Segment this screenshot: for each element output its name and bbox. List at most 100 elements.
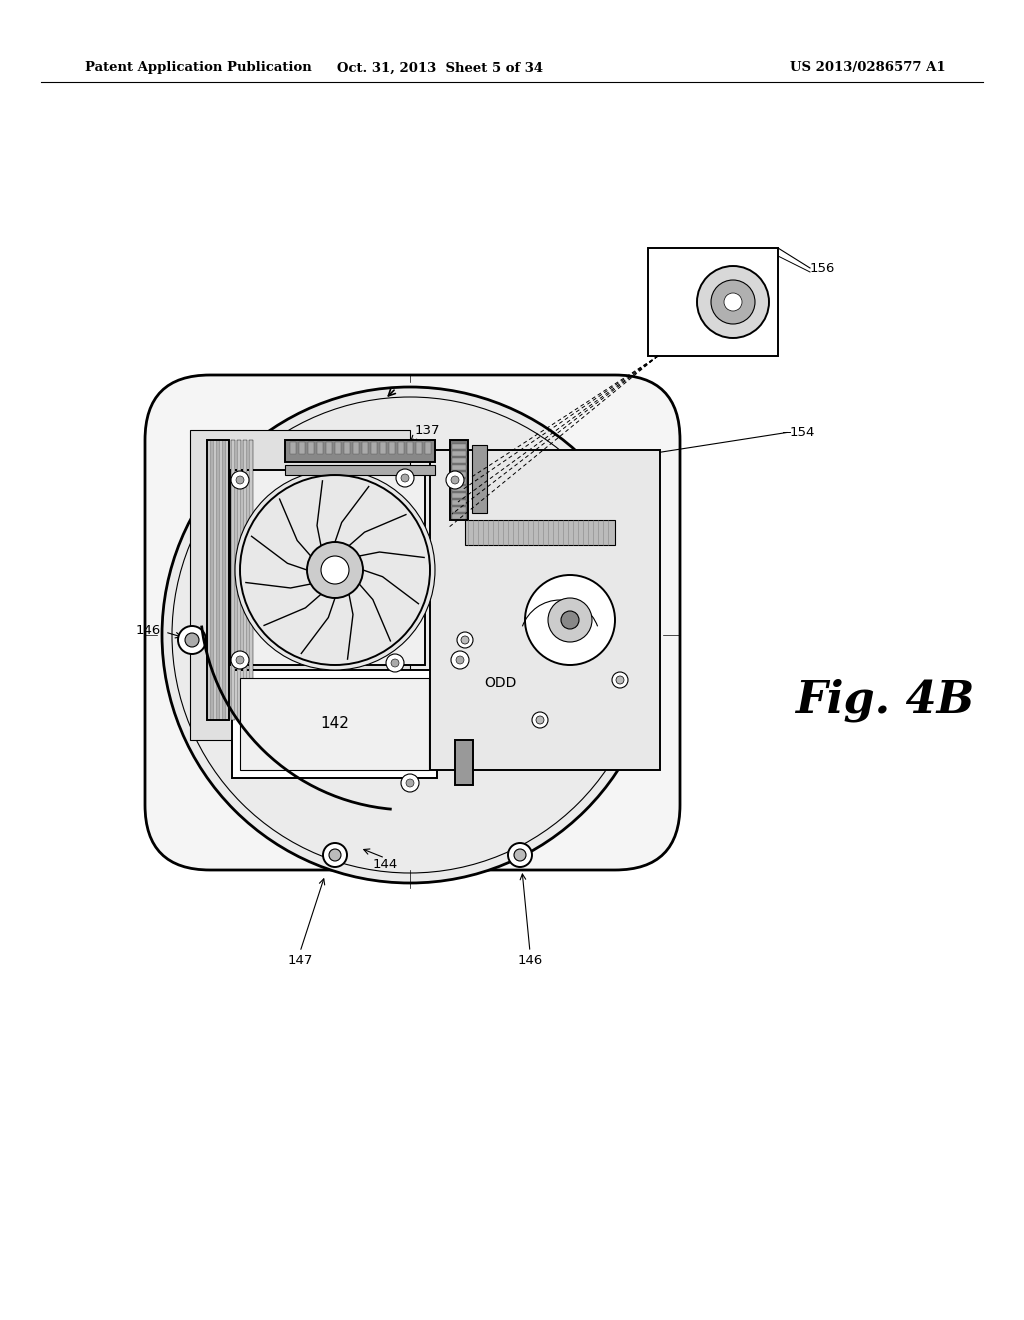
Text: 137: 137 bbox=[415, 424, 440, 437]
Bar bbox=[213, 440, 217, 719]
Bar bbox=[452, 458, 466, 463]
Bar bbox=[219, 440, 223, 719]
Circle shape bbox=[231, 471, 249, 488]
FancyBboxPatch shape bbox=[145, 375, 680, 870]
Bar bbox=[299, 442, 305, 454]
Bar bbox=[452, 451, 466, 455]
Circle shape bbox=[724, 293, 742, 312]
Circle shape bbox=[508, 843, 532, 867]
Text: 146: 146 bbox=[660, 260, 685, 272]
Bar bbox=[207, 440, 229, 719]
Circle shape bbox=[697, 267, 769, 338]
Circle shape bbox=[711, 280, 755, 323]
Bar bbox=[207, 440, 211, 719]
Circle shape bbox=[401, 474, 409, 482]
Text: 140: 140 bbox=[382, 482, 408, 495]
Bar bbox=[344, 442, 350, 454]
Text: 142: 142 bbox=[305, 717, 334, 731]
Bar bbox=[326, 442, 332, 454]
Text: Fr: Fr bbox=[284, 449, 296, 462]
Circle shape bbox=[446, 471, 464, 488]
Circle shape bbox=[451, 651, 469, 669]
Bar bbox=[353, 442, 359, 454]
Bar bbox=[308, 442, 314, 454]
Bar bbox=[249, 440, 253, 719]
Text: Patent Application Publication: Patent Application Publication bbox=[85, 62, 311, 74]
Circle shape bbox=[548, 598, 592, 642]
Bar bbox=[398, 442, 404, 454]
Bar bbox=[380, 442, 386, 454]
Text: ODD: ODD bbox=[483, 676, 516, 690]
Circle shape bbox=[401, 774, 419, 792]
Bar bbox=[465, 520, 615, 545]
Text: 147: 147 bbox=[288, 953, 312, 966]
Circle shape bbox=[234, 470, 435, 671]
Bar bbox=[452, 465, 466, 470]
Bar bbox=[285, 440, 435, 462]
Circle shape bbox=[457, 632, 473, 648]
Circle shape bbox=[561, 611, 579, 630]
Bar bbox=[231, 440, 234, 719]
Circle shape bbox=[406, 779, 414, 787]
Bar bbox=[452, 444, 466, 449]
Bar bbox=[371, 442, 377, 454]
Text: 154: 154 bbox=[790, 425, 815, 438]
Circle shape bbox=[329, 849, 341, 861]
Bar bbox=[317, 442, 323, 454]
Text: 144: 144 bbox=[373, 858, 397, 871]
Text: 142: 142 bbox=[321, 717, 349, 731]
Circle shape bbox=[307, 543, 362, 598]
Circle shape bbox=[321, 556, 349, 583]
Text: Fig. 4B: Fig. 4B bbox=[795, 678, 974, 722]
Circle shape bbox=[456, 656, 464, 664]
Circle shape bbox=[236, 477, 244, 484]
Circle shape bbox=[185, 634, 199, 647]
Circle shape bbox=[451, 477, 459, 484]
Circle shape bbox=[236, 656, 244, 664]
Bar bbox=[232, 671, 437, 777]
Circle shape bbox=[536, 715, 544, 723]
Circle shape bbox=[532, 711, 548, 729]
Bar bbox=[452, 486, 466, 491]
Bar bbox=[362, 442, 368, 454]
Text: 139: 139 bbox=[207, 569, 232, 582]
Bar bbox=[335, 442, 341, 454]
Bar bbox=[237, 440, 241, 719]
Circle shape bbox=[178, 626, 206, 653]
Bar bbox=[407, 442, 413, 454]
Bar bbox=[472, 445, 487, 513]
Circle shape bbox=[162, 387, 658, 883]
Circle shape bbox=[616, 676, 624, 684]
Bar bbox=[452, 473, 466, 477]
FancyBboxPatch shape bbox=[190, 430, 410, 741]
Circle shape bbox=[461, 636, 469, 644]
Circle shape bbox=[525, 576, 615, 665]
Text: Oct. 31, 2013  Sheet 5 of 34: Oct. 31, 2013 Sheet 5 of 34 bbox=[337, 62, 543, 74]
Bar bbox=[452, 513, 466, 519]
Bar bbox=[425, 442, 431, 454]
Bar bbox=[452, 492, 466, 498]
Bar bbox=[430, 450, 660, 770]
Bar bbox=[416, 442, 422, 454]
Text: ODD: ODD bbox=[489, 676, 520, 689]
Bar bbox=[285, 465, 435, 475]
Circle shape bbox=[391, 659, 399, 667]
Circle shape bbox=[396, 469, 414, 487]
Circle shape bbox=[612, 672, 628, 688]
Bar bbox=[450, 440, 468, 520]
Text: 156: 156 bbox=[810, 261, 836, 275]
Bar bbox=[243, 440, 247, 719]
Bar bbox=[225, 440, 229, 719]
Bar bbox=[389, 442, 395, 454]
Bar bbox=[648, 248, 778, 356]
Text: 146: 146 bbox=[517, 953, 543, 966]
Circle shape bbox=[386, 653, 404, 672]
Text: 146: 146 bbox=[135, 623, 161, 636]
Circle shape bbox=[323, 843, 347, 867]
Bar bbox=[230, 470, 425, 665]
Bar bbox=[452, 479, 466, 484]
Bar bbox=[290, 442, 296, 454]
Bar bbox=[455, 741, 473, 785]
Bar bbox=[452, 507, 466, 512]
Circle shape bbox=[514, 849, 526, 861]
